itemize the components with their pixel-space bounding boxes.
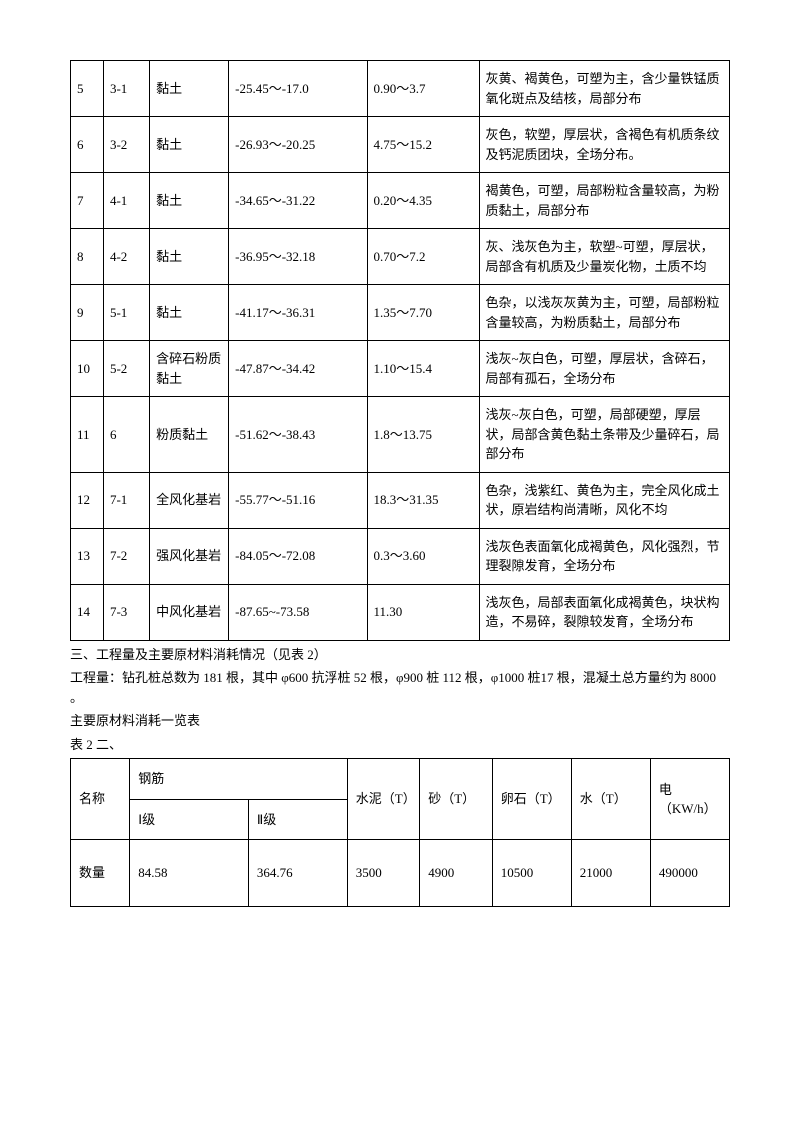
cell-desc: 浅灰~灰白色，可塑，厚层状，含碎石，局部有孤石，全场分布 [479, 341, 729, 397]
cell-name: 黏土 [150, 229, 229, 285]
cell-name: 全风化基岩 [150, 472, 229, 528]
cell-range: -87.65~-73.58 [229, 584, 367, 640]
head-grade1: Ⅰ级 [130, 799, 249, 840]
cell-thick: 1.8～13.75 [367, 397, 479, 473]
cell-range: -25.45～-17.0 [229, 61, 367, 117]
cell-thick: 0.70～7.2 [367, 229, 479, 285]
cell-no: 8 [71, 229, 104, 285]
cell-no: 12 [71, 472, 104, 528]
cell-code: 3-1 [103, 61, 149, 117]
cell-thick: 1.35～7.70 [367, 285, 479, 341]
head-rebar: 钢筋 [130, 759, 347, 800]
head-grade2: Ⅱ级 [248, 799, 347, 840]
head-gravel: 卵石（T） [492, 759, 571, 840]
cell-name: 强风化基岩 [150, 528, 229, 584]
section-title: 三、工程量及主要原材料消耗情况（见表 2） [70, 645, 730, 665]
cell-desc: 色杂，以浅灰灰黄为主，可塑，局部粉粒含量较高，为粉质黏土，局部分布 [479, 285, 729, 341]
cell-name: 中风化基岩 [150, 584, 229, 640]
cell-code: 7-2 [103, 528, 149, 584]
cell-no: 5 [71, 61, 104, 117]
cell-thick: 0.3～3.60 [367, 528, 479, 584]
row-sand: 4900 [420, 840, 492, 907]
cell-no: 14 [71, 584, 104, 640]
cell-thick: 11.30 [367, 584, 479, 640]
cell-desc: 灰黄、褐黄色，可塑为主，含少量铁锰质氧化斑点及结核，局部分布 [479, 61, 729, 117]
row-name: 数量 [71, 840, 130, 907]
cell-thick: 4.75～15.2 [367, 117, 479, 173]
quantity-text: 工程量：钻孔桩总数为 181 根，其中 φ600 抗浮桩 52 根，φ900 桩… [70, 668, 730, 707]
cell-code: 4-2 [103, 229, 149, 285]
row-water: 21000 [571, 840, 650, 907]
cell-no: 13 [71, 528, 104, 584]
head-sand: 砂（T） [420, 759, 492, 840]
cell-thick: 1.10～15.4 [367, 341, 479, 397]
cell-desc: 浅灰~灰白色，可塑，局部硬塑，厚层状，局部含黄色黏土条带及少量碎石，局部分布 [479, 397, 729, 473]
cell-name: 黏土 [150, 173, 229, 229]
cell-code: 5-1 [103, 285, 149, 341]
cell-no: 11 [71, 397, 104, 473]
row-cement: 3500 [347, 840, 419, 907]
head-cement: 水泥（T） [347, 759, 419, 840]
cell-code: 7-3 [103, 584, 149, 640]
cell-range: -84.05～-72.08 [229, 528, 367, 584]
cell-thick: 0.20～4.35 [367, 173, 479, 229]
cell-range: -34.65～-31.22 [229, 173, 367, 229]
cell-range: -47.87～-34.42 [229, 341, 367, 397]
cell-name: 黏土 [150, 117, 229, 173]
row-gravel: 10500 [492, 840, 571, 907]
geology-table: 53-1黏土-25.45～-17.00.90～3.7灰黄、褐黄色，可塑为主，含少… [70, 60, 730, 641]
cell-range: -26.93～-20.25 [229, 117, 367, 173]
cell-no: 7 [71, 173, 104, 229]
material-table: 名称 钢筋 水泥（T） 砂（T） 卵石（T） 水（T） 电（KW/h） Ⅰ级 Ⅱ… [70, 758, 730, 907]
cell-range: -36.95～-32.18 [229, 229, 367, 285]
cell-desc: 色杂，浅紫红、黄色为主，完全风化成土状，原岩结构尚清晰，风化不均 [479, 472, 729, 528]
cell-no: 9 [71, 285, 104, 341]
cell-code: 7-1 [103, 472, 149, 528]
cell-code: 4-1 [103, 173, 149, 229]
cell-range: -51.62～-38.43 [229, 397, 367, 473]
cell-name: 含碎石粉质黏土 [150, 341, 229, 397]
row-elec: 490000 [650, 840, 729, 907]
cell-code: 5-2 [103, 341, 149, 397]
cell-desc: 灰色，软塑，厚层状，含褐色有机质条纹及钙泥质团块，全场分布。 [479, 117, 729, 173]
row-g1: 84.58 [130, 840, 249, 907]
cell-thick: 18.3～31.35 [367, 472, 479, 528]
cell-desc: 灰、浅灰色为主，软塑~可塑，厚层状，局部含有机质及少量炭化物，土质不均 [479, 229, 729, 285]
head-name: 名称 [71, 759, 130, 840]
cell-range: -55.77～-51.16 [229, 472, 367, 528]
table2-label: 表 2 二、 [70, 735, 730, 755]
row-g2: 364.76 [248, 840, 347, 907]
cell-desc: 褐黄色，可塑，局部粉粒含量较高，为粉质黏土，局部分布 [479, 173, 729, 229]
cell-code: 6 [103, 397, 149, 473]
cell-desc: 浅灰色，局部表面氧化成褐黄色，块状构造，不易碎，裂隙较发育，全场分布 [479, 584, 729, 640]
cell-name: 黏土 [150, 61, 229, 117]
cell-range: -41.17～-36.31 [229, 285, 367, 341]
cell-thick: 0.90～3.7 [367, 61, 479, 117]
cell-no: 10 [71, 341, 104, 397]
cell-desc: 浅灰色表面氧化成褐黄色，风化强烈，节理裂隙发育，全场分布 [479, 528, 729, 584]
cell-no: 6 [71, 117, 104, 173]
head-water: 水（T） [571, 759, 650, 840]
cell-name: 粉质黏土 [150, 397, 229, 473]
cell-code: 3-2 [103, 117, 149, 173]
cell-name: 黏土 [150, 285, 229, 341]
head-elec: 电（KW/h） [650, 759, 729, 840]
table2-title: 主要原材料消耗一览表 [70, 711, 730, 731]
